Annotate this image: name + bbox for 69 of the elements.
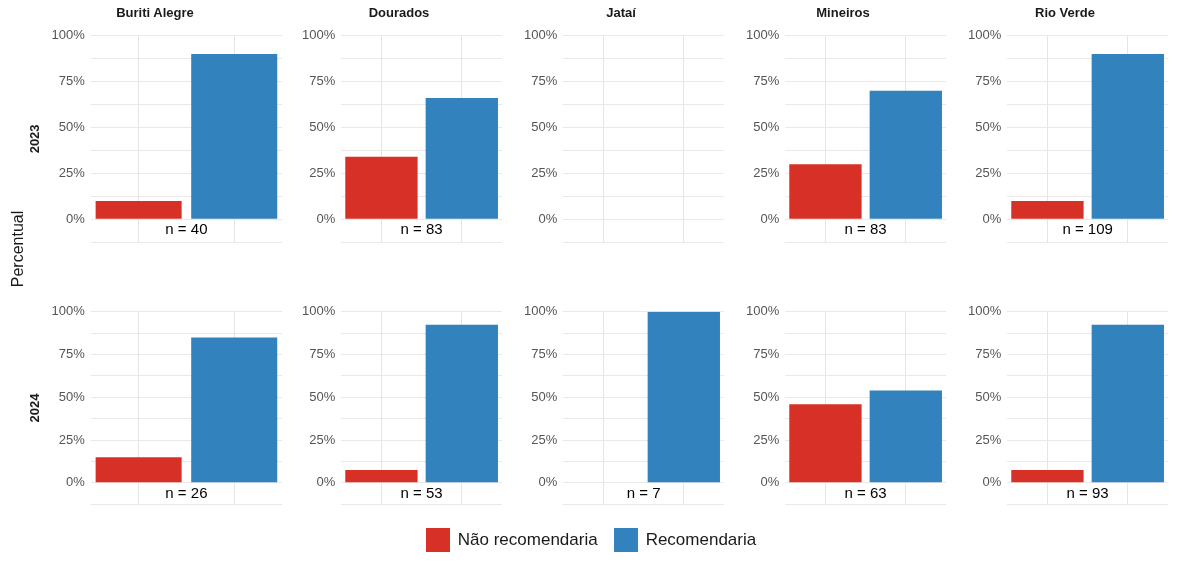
y-tick-label: 100%	[51, 303, 86, 319]
y-tick-label: 75%	[309, 73, 336, 89]
y-tick-label: 25%	[975, 164, 1002, 180]
y-tick-label: 75%	[975, 73, 1002, 89]
annotation: n = 40	[165, 220, 208, 238]
annotation: n = 93	[1066, 483, 1109, 501]
annotation: n = 83	[400, 220, 443, 238]
y-tick-label: 0%	[66, 210, 86, 226]
chart-title: Jataí	[606, 5, 637, 21]
y-tick-label: 100%	[302, 27, 336, 43]
y-tick-label: 50%	[975, 388, 1002, 404]
y-tick-label: 0%	[538, 474, 558, 490]
y-tick-label: 0%	[316, 210, 336, 226]
chart-title: Buriti Alegre	[116, 5, 194, 21]
chart-title: Rio Verde	[1035, 5, 1095, 21]
annotation: n = 26	[165, 483, 208, 501]
y-tick-label: 0%	[982, 474, 1002, 490]
annotation: n = 109	[1062, 220, 1113, 238]
y-tick-label: 100%	[524, 27, 558, 43]
y-tick-label: 25%	[975, 431, 1002, 447]
annotation: n = 63	[844, 483, 887, 501]
chart-title: Dourados	[368, 5, 430, 21]
y-tick-label: 100%	[524, 303, 558, 319]
y-tick-label: 25%	[531, 164, 558, 180]
y-tick-label: 25%	[58, 431, 86, 447]
text: Percentual	[9, 210, 27, 288]
y-tick-label: 50%	[531, 388, 558, 404]
legend-label: Recomendaria	[645, 530, 757, 550]
y-tick-label: 75%	[58, 73, 86, 89]
y-tick-label: 50%	[753, 119, 780, 134]
chart-title: Mineiros	[816, 5, 870, 21]
y-tick-label: 50%	[531, 119, 558, 134]
y-tick-label: 50%	[975, 119, 1002, 134]
y-tick-label: 0%	[316, 474, 336, 490]
y-tick-label: 0%	[538, 210, 558, 226]
y-tick-label: 50%	[309, 119, 336, 134]
y-tick-label: 100%	[746, 27, 780, 43]
y-tick-label: 50%	[58, 388, 86, 404]
y-tick-label: 25%	[58, 164, 86, 180]
y-tick-label: 50%	[753, 388, 780, 404]
y-axis-title: 2024	[27, 392, 43, 423]
y-tick-label: 0%	[66, 474, 86, 490]
y-tick-label: 75%	[975, 346, 1002, 362]
y-tick-label: 25%	[309, 164, 336, 180]
y-tick-label: 75%	[753, 346, 780, 362]
y-tick-label: 75%	[309, 346, 336, 362]
y-tick-label: 50%	[309, 388, 336, 404]
y-tick-label: 75%	[753, 73, 780, 89]
y-tick-label: 75%	[531, 346, 558, 362]
y-tick-label: 25%	[753, 164, 780, 180]
legend-label: Não recomendaria	[457, 530, 598, 550]
annotation: n = 53	[400, 483, 443, 501]
y-tick-label: 75%	[58, 346, 86, 362]
annotation: n = 83	[844, 220, 887, 238]
annotation: n = 7	[626, 483, 661, 501]
y-tick-label: 50%	[58, 119, 86, 134]
y-axis-title: 2023	[27, 124, 43, 154]
y-tick-label: 100%	[746, 303, 780, 319]
y-tick-label: 25%	[531, 431, 558, 447]
y-tick-label: 75%	[531, 73, 558, 89]
y-tick-label: 100%	[968, 303, 1002, 319]
y-tick-label: 0%	[760, 474, 780, 490]
y-tick-label: 100%	[968, 27, 1002, 43]
y-tick-label: 100%	[302, 303, 336, 319]
y-tick-label: 25%	[753, 431, 780, 447]
y-tick-label: 25%	[309, 431, 336, 447]
y-tick-label: 0%	[982, 210, 1002, 226]
y-tick-label: 100%	[51, 27, 86, 43]
y-tick-label: 0%	[760, 210, 780, 226]
